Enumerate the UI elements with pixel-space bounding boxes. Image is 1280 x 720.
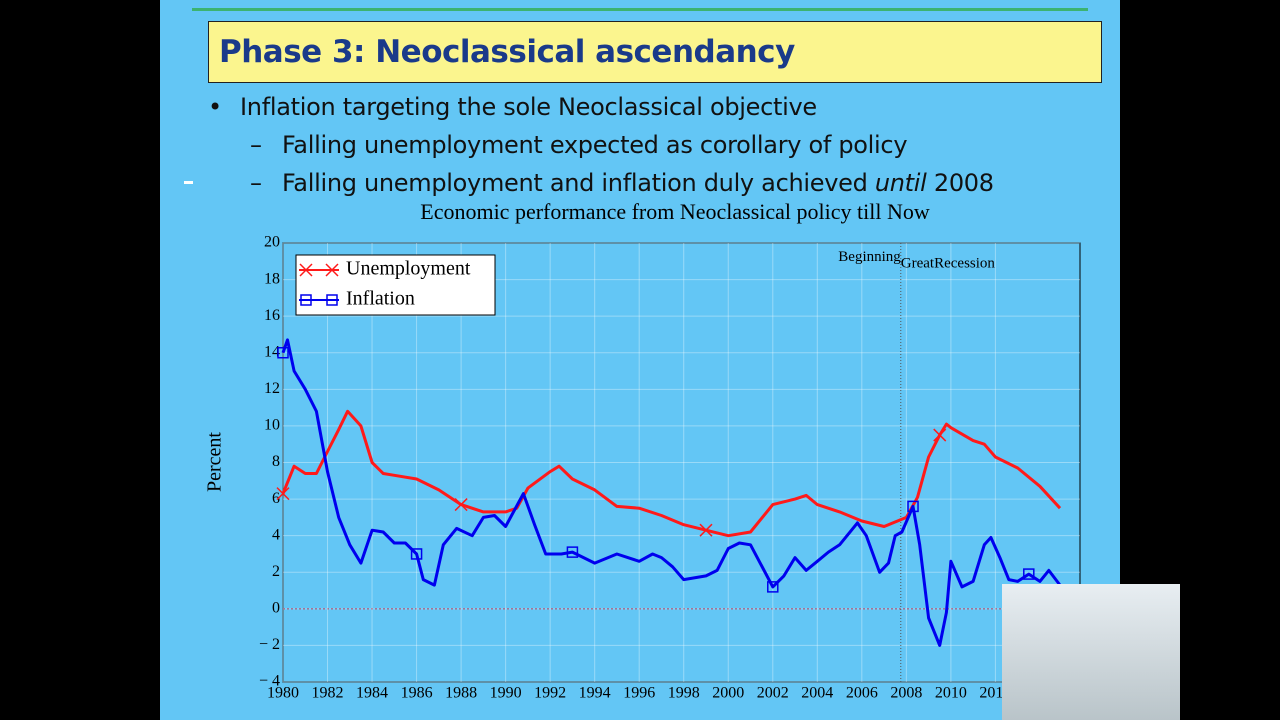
bullet: – Falling unemployment expected as coroll… <box>250 131 908 159</box>
y-tick-label: − 4 <box>259 673 280 690</box>
y-tick-label: 4 <box>272 526 280 543</box>
marker <box>699 523 713 537</box>
legend-label: Unemployment <box>346 258 471 280</box>
legend-label: Inflation <box>346 288 415 310</box>
y-tick-label: 20 <box>264 234 280 251</box>
slide: Phase 3: Neoclassical ascendancy • Inflat… <box>160 0 1120 720</box>
annotation: Beginning <box>838 249 901 265</box>
rule <box>192 8 1088 11</box>
slide-title: Phase 3: Neoclassical ascendancy <box>219 34 795 70</box>
bullet-text: until <box>874 169 927 197</box>
marker <box>933 428 947 442</box>
marker <box>907 500 919 513</box>
x-tick-label: 2010 <box>935 685 967 702</box>
marker <box>767 581 779 593</box>
marker <box>454 498 468 512</box>
y-tick-label: 14 <box>264 343 280 360</box>
marker <box>276 487 290 501</box>
marker <box>299 263 313 277</box>
y-tick-label: 12 <box>264 380 280 397</box>
dash <box>184 181 193 184</box>
series-line <box>281 409 1062 538</box>
bullet: • Inflation targeting the sole Neoclassic… <box>208 93 817 121</box>
x-tick-label: 1998 <box>668 685 700 702</box>
marker <box>410 548 423 560</box>
webcam-overlay <box>1002 584 1180 720</box>
x-tick-label: 1982 <box>312 685 344 702</box>
y-tick-label: 10 <box>264 417 280 434</box>
marker <box>300 294 312 306</box>
x-tick-label: 1992 <box>534 685 566 702</box>
y-tick-label: 16 <box>264 307 280 324</box>
plot-area <box>282 242 1081 683</box>
x-tick-label: 1986 <box>401 685 433 702</box>
x-tick-label: 2006 <box>846 685 878 702</box>
marker <box>325 263 339 277</box>
marker <box>1023 568 1035 580</box>
annotation: GreatRecession <box>901 256 996 272</box>
x-tick-label: 1994 <box>579 685 611 702</box>
marker <box>326 294 338 306</box>
x-tick-label: 2004 <box>801 685 833 702</box>
title-box: Phase 3: Neoclassical ascendancy <box>208 21 1102 83</box>
x-tick-label: 1988 <box>445 685 477 702</box>
bullet-marker: – <box>250 169 262 197</box>
y-tick-label: 18 <box>264 270 280 287</box>
y-tick-label: 2 <box>272 563 280 580</box>
marker <box>566 546 579 558</box>
marker <box>277 347 289 359</box>
x-tick-label: 2000 <box>712 685 744 702</box>
y-tick-label: 6 <box>272 490 280 507</box>
x-tick-label: 1984 <box>356 685 388 702</box>
y-tick-label: − 2 <box>259 636 280 653</box>
bullet-text: Falling unemployment expected as corolla… <box>282 131 908 159</box>
x-tick-label: 2008 <box>890 685 922 702</box>
bullet-marker: • <box>208 93 222 121</box>
y-tick-label: 0 <box>272 600 280 617</box>
chart-title: Economic performance from Neoclassical p… <box>420 199 930 224</box>
bullet-text: Falling unemployment and inflation duly … <box>282 169 875 197</box>
y-axis-label: Percent <box>204 432 226 492</box>
y-tick-label: 8 <box>272 453 280 470</box>
bullet-text: Inflation targeting the sole Neoclassica… <box>240 93 817 121</box>
series-line <box>281 338 1062 647</box>
bullet-text: 2008 <box>926 169 994 197</box>
bullet-marker: – <box>250 131 262 159</box>
x-tick-label: 1990 <box>490 685 522 702</box>
x-tick-label: 1980 <box>267 685 299 702</box>
bullet: – Falling unemployment and inflation duly… <box>250 169 994 197</box>
x-tick-label: 2002 <box>757 685 789 702</box>
x-tick-label: 1996 <box>623 685 655 702</box>
